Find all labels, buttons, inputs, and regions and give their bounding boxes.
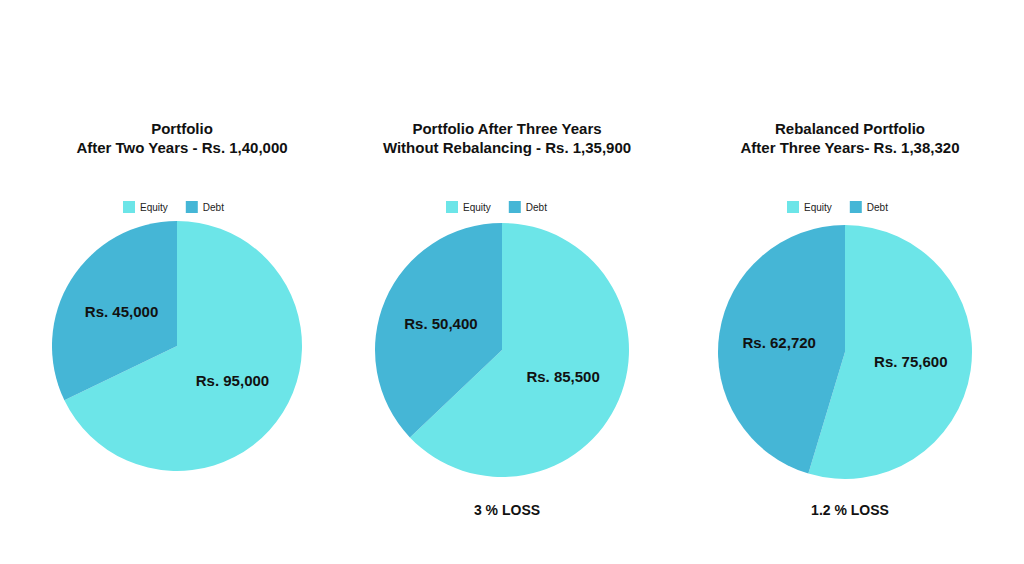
- svg-text:Rs. 85,500: Rs. 85,500: [526, 368, 599, 385]
- svg-text:Portfolio After Three Years: Portfolio After Three Years: [412, 120, 601, 137]
- svg-text:Equity: Equity: [804, 202, 832, 213]
- svg-text:After Three Years- Rs. 1,38,32: After Three Years- Rs. 1,38,320: [740, 139, 959, 156]
- svg-text:55%: 55%: [982, 372, 1002, 383]
- svg-text:3 % LOSS: 3 % LOSS: [474, 502, 540, 518]
- svg-text:Equity: Equity: [629, 390, 657, 401]
- svg-text:Equity: Equity: [140, 202, 168, 213]
- svg-text:Rs. 50,400: Rs. 50,400: [404, 315, 477, 332]
- svg-text:45%: 45%: [688, 333, 708, 344]
- svg-text:68%: 68%: [293, 415, 313, 426]
- svg-text:Equity: Equity: [982, 360, 1010, 371]
- svg-text:37%: 37%: [355, 299, 375, 310]
- svg-text:Debt: Debt: [40, 266, 61, 277]
- svg-text:Debt: Debt: [203, 202, 224, 213]
- svg-text:Equity: Equity: [293, 403, 321, 414]
- svg-text:1.2 % LOSS: 1.2 % LOSS: [811, 502, 889, 518]
- svg-text:Rs. 95,000: Rs. 95,000: [196, 372, 269, 389]
- svg-text:Debt: Debt: [687, 321, 708, 332]
- svg-text:Debt: Debt: [354, 287, 375, 298]
- svg-text:After Two Years - Rs. 1,40,000: After Two Years - Rs. 1,40,000: [76, 139, 287, 156]
- svg-text:Rs. 75,600: Rs. 75,600: [874, 353, 947, 370]
- svg-text:63%: 63%: [629, 402, 649, 413]
- svg-text:Rs. 45,000: Rs. 45,000: [85, 303, 158, 320]
- svg-text:Portfolio: Portfolio: [151, 120, 213, 137]
- svg-text:32%: 32%: [41, 278, 61, 289]
- svg-text:Rs. 62,720: Rs. 62,720: [743, 334, 816, 351]
- svg-text:Equity: Equity: [463, 202, 491, 213]
- svg-text:Debt: Debt: [526, 202, 547, 213]
- svg-text:Debt: Debt: [867, 202, 888, 213]
- svg-text:Rebalanced Portfolio: Rebalanced Portfolio: [775, 120, 925, 137]
- svg-text:Without Rebalancing - Rs. 1,35: Without Rebalancing - Rs. 1,35,900: [383, 139, 631, 156]
